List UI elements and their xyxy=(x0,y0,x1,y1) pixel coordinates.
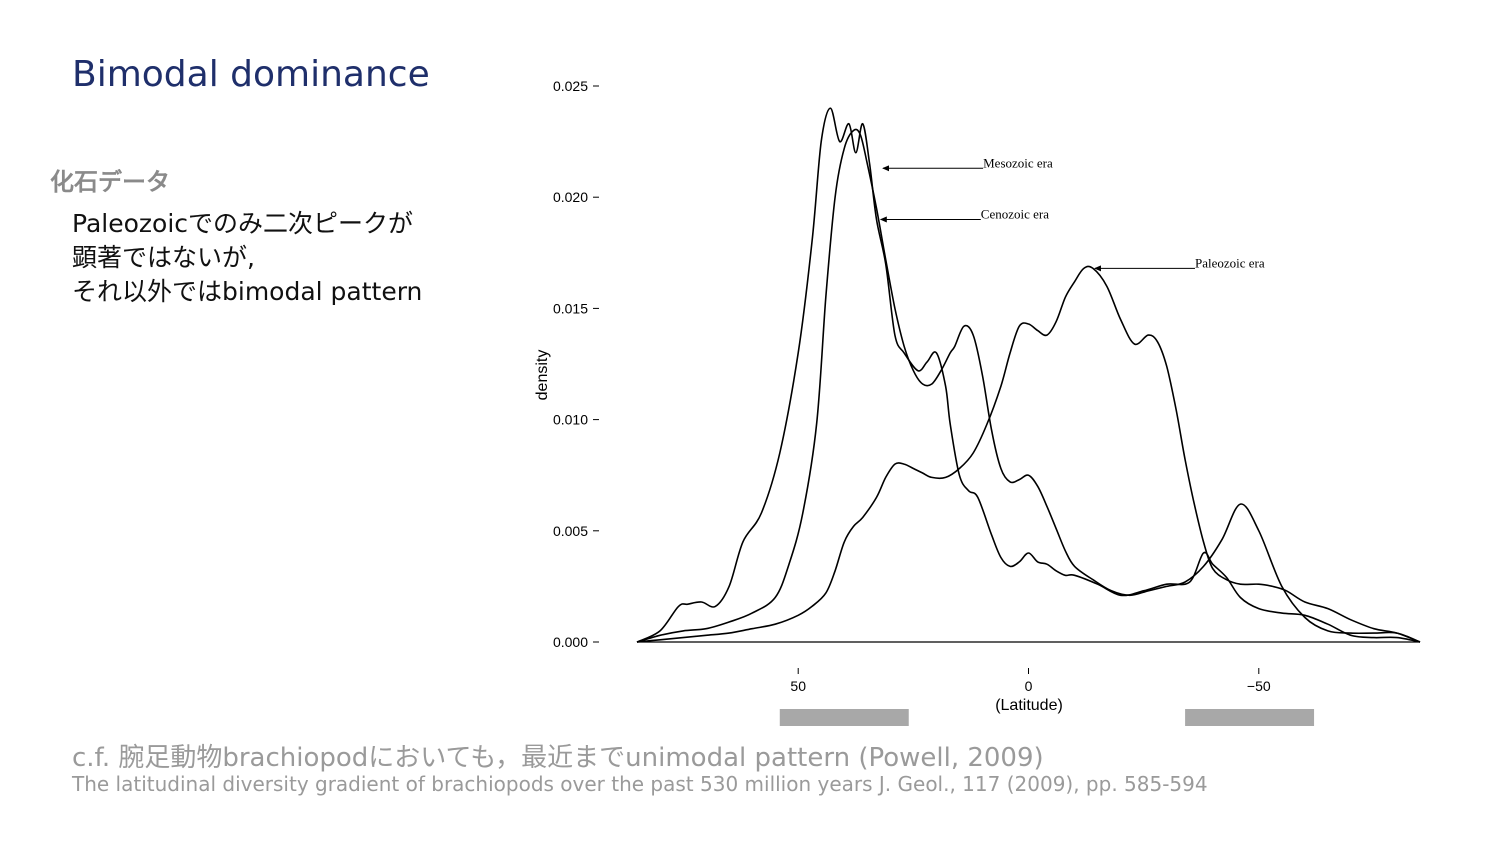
latitude-band-1 xyxy=(779,709,909,726)
cenozoic-era-curve xyxy=(636,128,1421,643)
y-tick-label: 0.020 xyxy=(553,189,588,205)
x-tick-label: −50 xyxy=(1247,678,1271,694)
x-tick-label: 0 xyxy=(1025,678,1033,694)
body-line-3: それ以外ではbimodal pattern xyxy=(72,277,423,306)
body-text: Paleozoicでのみ二次ピークが 顕著ではないが, それ以外ではbimoda… xyxy=(72,207,422,309)
mesozoic-era-curve xyxy=(636,107,1421,643)
y-tick-label: 0.005 xyxy=(553,523,588,539)
y-tick-label: 0.025 xyxy=(553,78,588,94)
citation: The latitudinal diversity gradient of br… xyxy=(72,772,1208,796)
y-tick-label: 0.010 xyxy=(553,412,588,428)
slide-title: Bimodal dominance xyxy=(72,54,430,95)
y-axis-label: density xyxy=(534,350,551,401)
body-line-1: Paleozoicでのみ二次ピークが xyxy=(72,209,414,238)
annotation-label: Mesozoic era xyxy=(983,155,1053,170)
reference-note: c.f. 腕足動物brachiopodにおいても，最近までunimodal pa… xyxy=(72,743,1044,773)
annotation-label: Cenozoic era xyxy=(981,206,1049,221)
x-axis-label: (Latitude) xyxy=(995,697,1063,714)
x-tick-label: 50 xyxy=(790,678,806,694)
annotation-label: Paleozoic era xyxy=(1195,255,1265,270)
section-heading: 化石データ xyxy=(50,168,170,196)
body-line-2: 顕著ではないが, xyxy=(72,243,255,272)
paleozoic-era-curve xyxy=(636,265,1421,643)
latitude-band-2 xyxy=(1185,709,1315,726)
y-tick-label: 0.000 xyxy=(553,634,588,650)
y-tick-label: 0.015 xyxy=(553,300,588,316)
